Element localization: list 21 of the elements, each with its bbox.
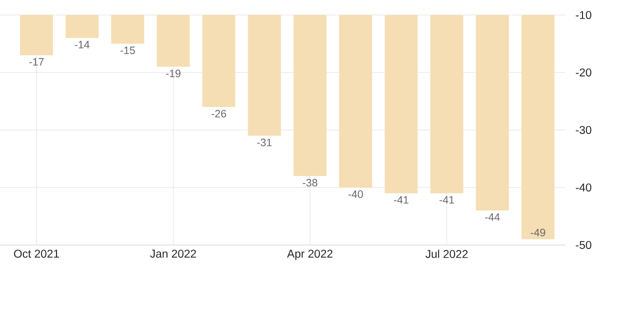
data-label: -31 xyxy=(257,138,272,146)
data-label: -40 xyxy=(348,190,363,198)
data-label: -15 xyxy=(120,46,135,54)
y-tick-label: -20 xyxy=(576,68,592,76)
x-tick-label: Apr 2022 xyxy=(287,250,332,260)
data-label: -19 xyxy=(166,70,180,78)
x-tick-label: Oct 2021 xyxy=(14,250,59,258)
data-label: -14 xyxy=(74,40,90,48)
x-tick-label: Jan 2022 xyxy=(150,250,196,258)
data-label: -17 xyxy=(29,58,44,66)
y-tick-label: -30 xyxy=(576,126,592,134)
y-tick-label: -50 xyxy=(576,240,592,249)
x-tick-label: Jul 2022 xyxy=(426,250,468,258)
y-tick-label: -40 xyxy=(576,183,592,192)
data-label: -44 xyxy=(485,213,500,221)
data-label: -41 xyxy=(440,196,454,204)
data-label: -26 xyxy=(212,110,226,118)
data-label: -41 xyxy=(394,196,408,204)
data-label: -38 xyxy=(302,178,318,186)
y-tick-label: -10 xyxy=(576,10,592,20)
data-label: -49 xyxy=(530,228,546,236)
